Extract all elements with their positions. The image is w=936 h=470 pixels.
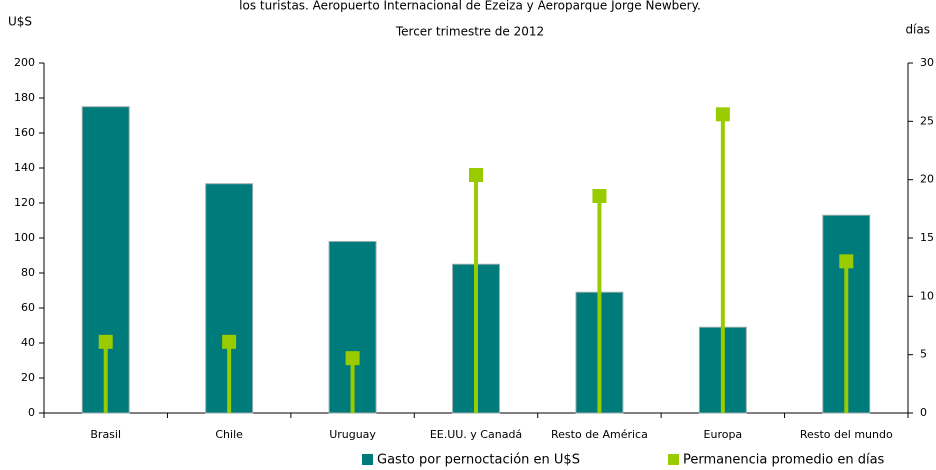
y-tick-label: 180 [14,91,35,104]
marker [469,168,483,182]
chart-title: los turistas. Aeropuerto Internacional d… [239,0,701,13]
y2-tick-label: 15 [920,231,934,244]
marker [839,254,854,269]
y-tick-label: 140 [14,161,35,174]
legend-swatch [668,454,679,465]
legend-label: Permanencia promedio en días [683,453,885,468]
y2-tick-label: 10 [920,289,934,302]
y-tick-label: 200 [14,56,35,69]
y-tick-label: 40 [21,336,35,349]
x-tick-label: Resto de América [551,428,648,441]
x-tick-label: Uruguay [329,428,376,441]
x-tick-label: Chile [215,428,243,441]
y-tick-label: 160 [14,126,35,139]
marker [592,189,607,203]
y2-tick-label: 5 [920,348,927,361]
marker [715,107,730,122]
y-tick-label: 100 [14,231,35,244]
y-tick-label: 0 [28,406,35,419]
x-tick-label: Brasil [90,428,121,441]
y2-axis-label: días [905,23,930,37]
x-tick-label: Resto del mundo [800,428,893,441]
y-tick-label: 20 [21,371,35,384]
x-tick-label: Europa [704,428,743,441]
y2-tick-label: 0 [920,406,927,419]
y-tick-label: 60 [21,301,35,314]
y-tick-label: 80 [21,266,35,279]
legend-swatch [362,454,373,465]
marker [345,351,360,366]
marker [222,334,237,349]
marker [98,334,113,349]
y2-tick-label: 25 [920,114,934,127]
y-tick-label: 120 [14,196,35,209]
chart-subtitle: Tercer trimestre de 2012 [395,25,544,39]
x-tick-label: EE.UU. y Canadá [430,428,522,441]
legend-label: Gasto por pernoctación en U$S [377,453,580,468]
y2-tick-label: 20 [920,173,934,186]
y-axis-label: U$S [8,15,32,29]
y2-tick-label: 30 [920,56,934,69]
